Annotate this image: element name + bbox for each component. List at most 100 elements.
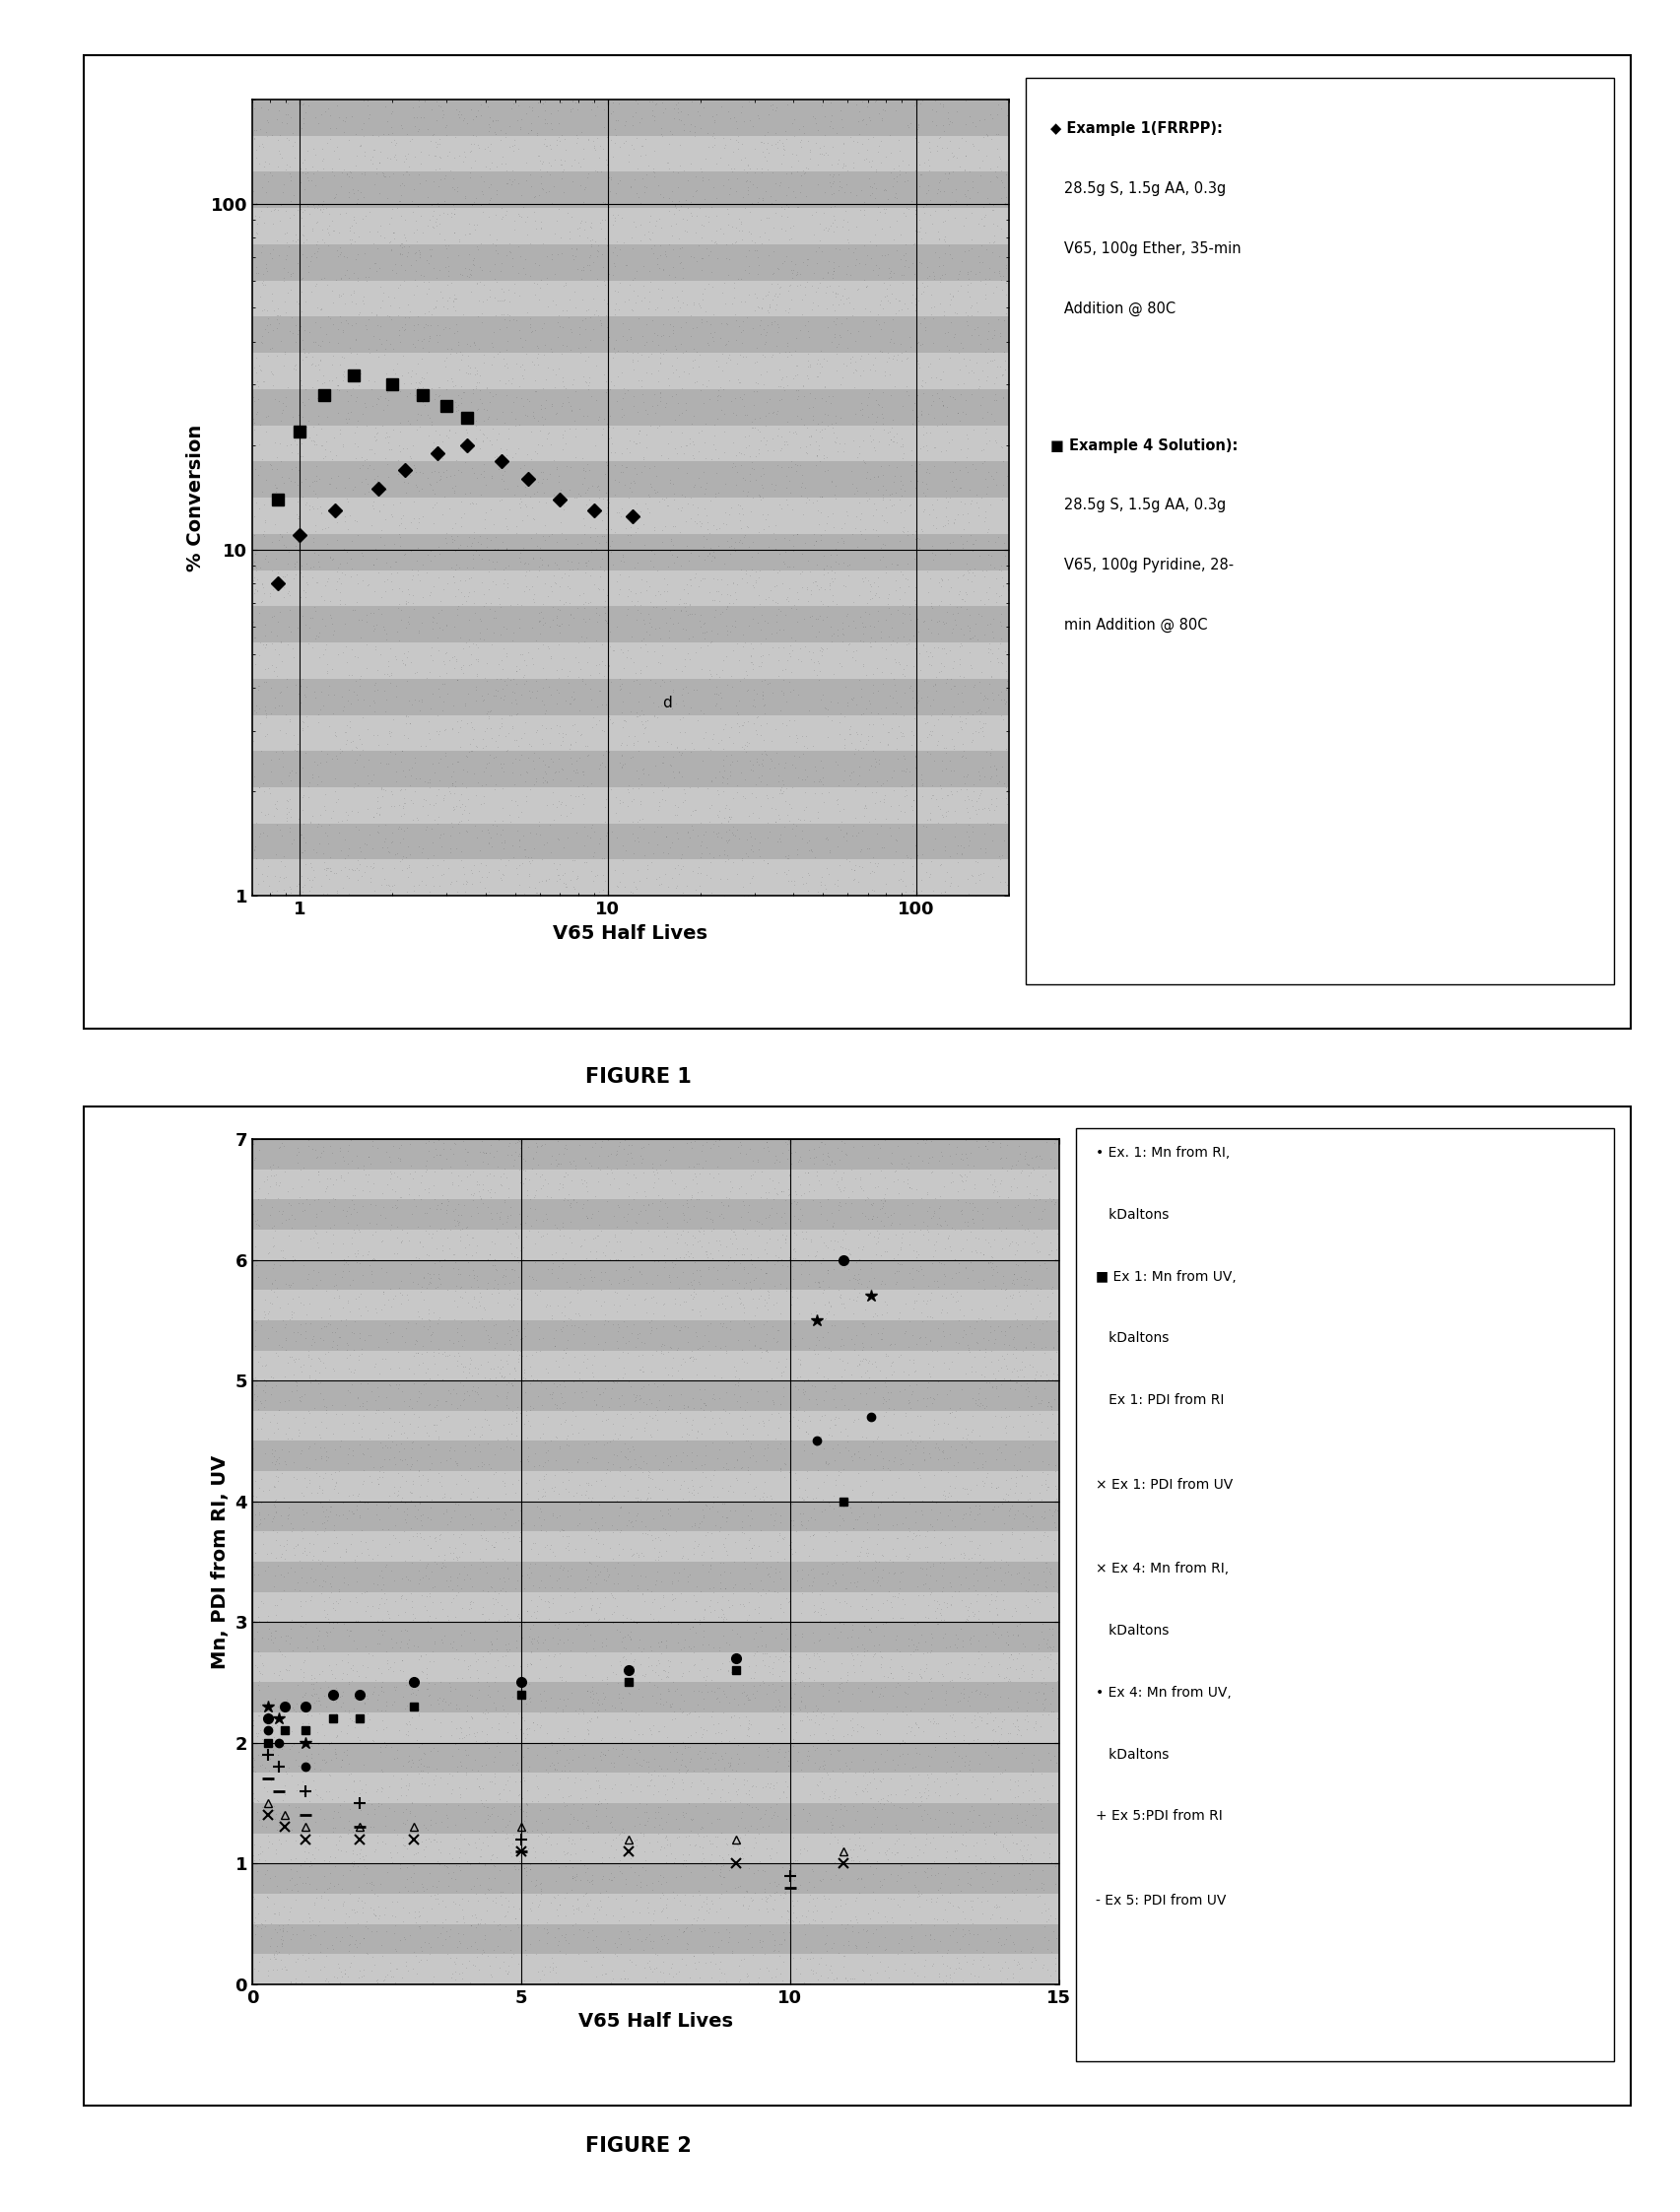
Point xyxy=(961,1838,988,1874)
Point xyxy=(788,1584,815,1619)
Point xyxy=(704,372,731,407)
Point xyxy=(462,1382,489,1418)
Point xyxy=(833,166,860,201)
Point xyxy=(862,1542,889,1577)
Point xyxy=(400,1338,427,1374)
Point xyxy=(978,321,1005,356)
Point xyxy=(571,1854,598,1889)
Point xyxy=(482,1885,509,1920)
Point xyxy=(511,352,538,387)
Point xyxy=(465,263,492,299)
Point xyxy=(541,1314,568,1349)
Point xyxy=(800,1880,827,1916)
Point xyxy=(776,1644,803,1679)
Point xyxy=(450,374,477,409)
Point xyxy=(361,409,388,445)
Point xyxy=(657,208,684,243)
Point xyxy=(435,1431,462,1467)
Point xyxy=(470,754,497,790)
Point xyxy=(682,1159,709,1194)
Point xyxy=(282,1343,309,1378)
Point xyxy=(761,1267,788,1303)
Point xyxy=(660,102,687,137)
Point xyxy=(894,1188,921,1223)
Point xyxy=(538,186,564,221)
Point xyxy=(689,1394,716,1429)
Point xyxy=(894,1542,921,1577)
Point xyxy=(583,1960,610,1995)
Point xyxy=(244,1345,270,1380)
Bar xyxy=(252,1261,1058,1290)
Point xyxy=(645,341,672,376)
Point xyxy=(561,1863,588,1898)
Point xyxy=(277,1851,304,1887)
Point xyxy=(739,551,766,586)
Point xyxy=(450,1382,477,1418)
Point xyxy=(953,383,979,418)
Point xyxy=(921,1458,948,1493)
Point xyxy=(778,106,805,142)
Point xyxy=(979,334,1006,369)
Point xyxy=(373,726,400,761)
Point xyxy=(608,1648,635,1683)
Point xyxy=(302,1604,329,1639)
Point xyxy=(816,84,843,119)
Point xyxy=(780,1887,806,1922)
Point xyxy=(825,717,852,752)
Point xyxy=(743,170,769,206)
Point xyxy=(533,661,559,697)
Point xyxy=(507,1557,534,1593)
Point xyxy=(407,1181,433,1217)
Point xyxy=(769,768,796,803)
Point xyxy=(778,863,805,898)
Point xyxy=(778,155,805,190)
Point xyxy=(909,1121,936,1157)
Point xyxy=(259,571,286,606)
Point xyxy=(973,117,1000,153)
Point xyxy=(966,1942,993,1978)
Point xyxy=(870,1181,897,1217)
Point xyxy=(818,261,845,296)
Point xyxy=(875,1960,902,1995)
Point xyxy=(420,1256,447,1292)
Point xyxy=(312,1391,339,1427)
Point xyxy=(768,1668,795,1703)
Point xyxy=(890,1947,917,1982)
Point xyxy=(766,369,793,405)
Point xyxy=(659,675,685,710)
Point xyxy=(348,111,375,146)
Point xyxy=(306,1683,333,1719)
Point xyxy=(949,582,976,617)
Point xyxy=(334,1327,361,1363)
Point xyxy=(334,1283,361,1318)
Point xyxy=(395,1874,422,1909)
Point xyxy=(961,1382,988,1418)
Point xyxy=(600,546,627,582)
Point xyxy=(591,1254,618,1290)
Point xyxy=(553,584,580,619)
Point xyxy=(907,86,934,122)
Point xyxy=(635,1367,662,1402)
Point xyxy=(465,1820,492,1856)
Point xyxy=(376,1352,403,1387)
Point xyxy=(444,1290,470,1325)
Point xyxy=(452,1732,479,1767)
Point xyxy=(398,686,425,721)
Point xyxy=(608,447,635,482)
Point xyxy=(381,1964,408,2000)
Point xyxy=(706,1630,732,1666)
Point xyxy=(744,560,771,595)
Point xyxy=(927,363,954,398)
Point xyxy=(786,124,813,159)
Point xyxy=(418,1584,445,1619)
Point xyxy=(459,540,486,575)
Point xyxy=(766,593,793,628)
Point xyxy=(351,1694,378,1730)
Point xyxy=(640,1902,667,1938)
Point xyxy=(427,741,454,776)
Point xyxy=(833,1418,860,1453)
Point xyxy=(741,1590,768,1626)
Point xyxy=(983,759,1010,794)
Point xyxy=(558,1743,585,1778)
Point xyxy=(690,560,717,595)
